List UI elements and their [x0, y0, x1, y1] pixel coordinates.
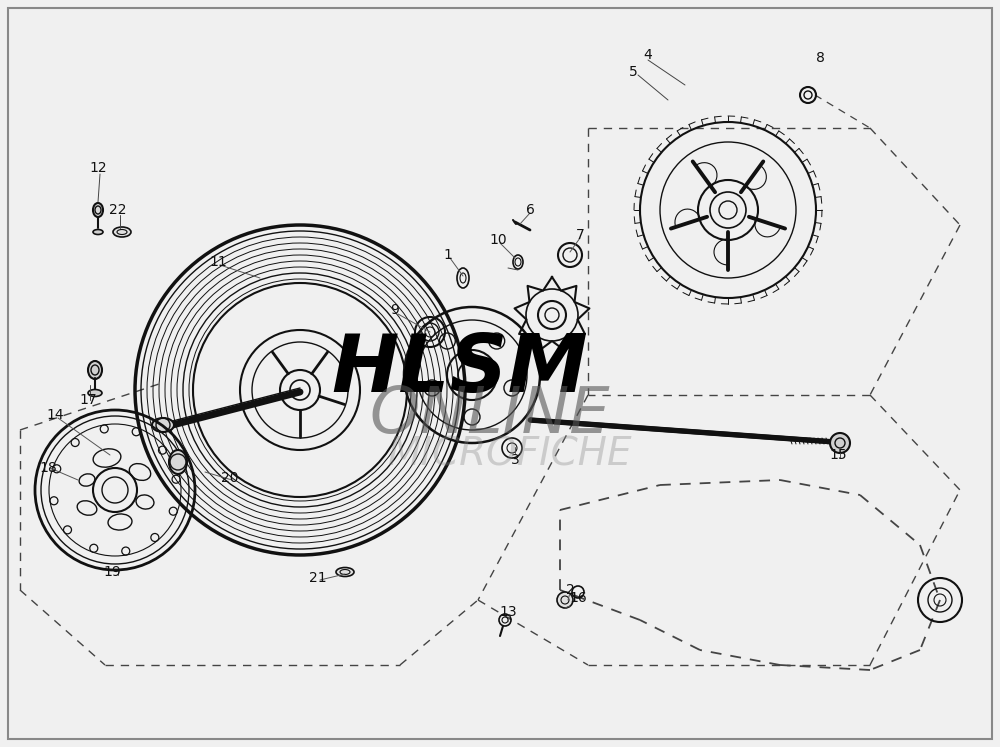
Text: ONLINE: ONLINE	[370, 384, 610, 446]
Text: 16: 16	[569, 591, 587, 605]
Text: 19: 19	[103, 565, 121, 579]
Text: 9: 9	[391, 303, 399, 317]
Circle shape	[557, 592, 573, 608]
Ellipse shape	[169, 450, 187, 474]
Text: 11: 11	[209, 255, 227, 269]
Ellipse shape	[93, 229, 103, 235]
Text: 22: 22	[109, 203, 127, 217]
Ellipse shape	[152, 418, 174, 432]
Circle shape	[830, 433, 850, 453]
Text: 18: 18	[39, 461, 57, 475]
Text: 3: 3	[511, 453, 519, 467]
Text: 8: 8	[816, 51, 824, 65]
Text: 13: 13	[499, 605, 517, 619]
Text: HLSM: HLSM	[332, 331, 588, 409]
Text: 12: 12	[89, 161, 107, 175]
Text: 2: 2	[566, 583, 574, 597]
Text: 20: 20	[221, 471, 239, 485]
Text: 15: 15	[829, 448, 847, 462]
Text: 1: 1	[444, 248, 452, 262]
Text: 4: 4	[644, 48, 652, 62]
Ellipse shape	[93, 203, 103, 217]
Text: 7: 7	[576, 228, 584, 242]
Text: 17: 17	[79, 393, 97, 407]
Ellipse shape	[88, 361, 102, 379]
Ellipse shape	[88, 389, 102, 397]
Text: 10: 10	[489, 233, 507, 247]
Text: 21: 21	[309, 571, 327, 585]
Text: 6: 6	[526, 203, 534, 217]
Text: MICROFICHE: MICROFICHE	[388, 436, 632, 474]
Text: 5: 5	[629, 65, 637, 79]
Text: 14: 14	[46, 408, 64, 422]
Ellipse shape	[336, 568, 354, 577]
Ellipse shape	[113, 227, 131, 237]
